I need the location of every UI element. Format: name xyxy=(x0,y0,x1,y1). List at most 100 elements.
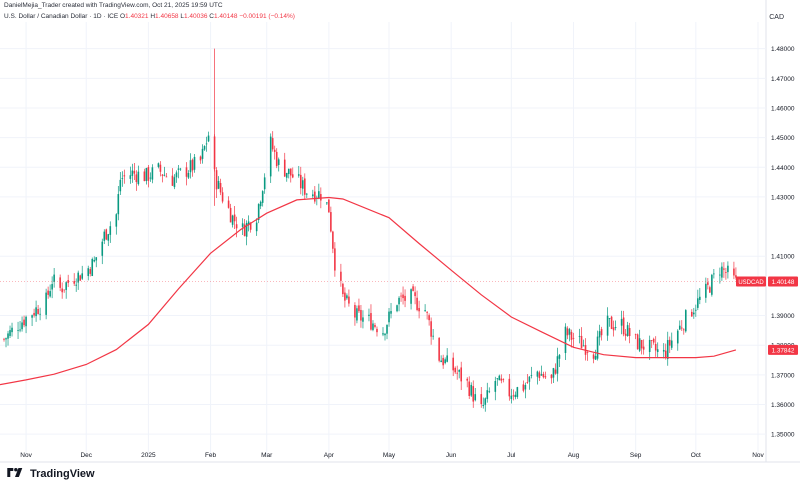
candle-body xyxy=(528,376,531,382)
candle-body xyxy=(151,167,154,180)
brand-name: TradingView xyxy=(30,468,95,480)
candle-body xyxy=(91,258,94,277)
y-tick-label: 1.36000 xyxy=(771,402,795,409)
candle-body xyxy=(39,313,41,315)
candle-body xyxy=(614,327,617,329)
candle-body xyxy=(470,384,473,396)
candle-body xyxy=(508,378,511,397)
ohlc-readout: U.S. Dollar / Canadian Dollar · 1D · ICE… xyxy=(4,13,295,20)
candle-body xyxy=(510,395,513,400)
candle-body xyxy=(45,292,47,315)
candle-body xyxy=(362,317,364,322)
candle-body xyxy=(628,328,631,337)
candle-body xyxy=(678,325,681,330)
currency-label: CAD xyxy=(769,14,784,21)
candle-body xyxy=(103,231,106,241)
candle-body xyxy=(247,221,250,226)
candle-body xyxy=(500,378,503,381)
candle-body xyxy=(556,356,559,374)
candle-body xyxy=(707,282,709,285)
candle-body xyxy=(638,338,641,351)
candle-body xyxy=(119,179,122,192)
candle-body xyxy=(566,328,569,336)
candle-body xyxy=(255,222,258,232)
candle-body xyxy=(430,321,432,337)
change-value: −0.00191 (−0.14%) xyxy=(239,13,295,20)
candle-body xyxy=(444,359,446,364)
candle-body xyxy=(524,385,527,390)
candle-body xyxy=(231,215,234,225)
candle-body xyxy=(205,143,208,145)
candle-body xyxy=(498,375,501,381)
close-value: 1.40148 xyxy=(214,13,238,20)
candle-body xyxy=(554,369,557,374)
candle-body xyxy=(474,394,477,401)
candle-body xyxy=(372,323,374,330)
candle-body xyxy=(117,194,120,215)
candle-body xyxy=(107,234,110,241)
candle-body xyxy=(257,204,260,220)
candle-body xyxy=(695,309,697,311)
candle-body xyxy=(727,265,729,273)
candle-body xyxy=(488,391,491,393)
candle-body xyxy=(540,374,543,376)
candle-body xyxy=(273,149,276,152)
candle-body xyxy=(713,273,715,275)
candle-body xyxy=(217,180,220,189)
candle-body xyxy=(666,340,669,359)
open-value: 1.40321 xyxy=(125,13,149,20)
candle-body xyxy=(81,273,84,279)
candle-body xyxy=(75,284,77,286)
candle-body xyxy=(697,298,699,308)
candle-body xyxy=(733,268,735,276)
candle-body xyxy=(161,174,164,176)
candle-body xyxy=(175,172,178,178)
candle-body xyxy=(586,352,589,353)
candle-body xyxy=(592,354,595,359)
candle-body xyxy=(410,289,412,304)
y-tick-label: 1.44000 xyxy=(771,165,795,172)
brand-footer: TradingView xyxy=(4,468,95,480)
candle-body xyxy=(438,337,440,361)
candle-body xyxy=(650,340,653,341)
candle-body xyxy=(608,318,611,320)
candle-body xyxy=(131,170,134,176)
candle-body xyxy=(318,191,320,199)
candle-body xyxy=(23,319,25,326)
candle-body xyxy=(159,164,162,172)
candle-body xyxy=(494,380,497,392)
candle-body xyxy=(454,367,456,373)
x-tick-label: Aug xyxy=(568,452,580,459)
candle-body xyxy=(314,191,316,202)
y-tick-label: 1.46000 xyxy=(771,105,795,112)
candle-body xyxy=(386,324,388,334)
candle-body xyxy=(358,305,360,312)
candle-body xyxy=(37,308,39,314)
candle-body xyxy=(642,346,645,350)
x-tick-label: Nov xyxy=(752,452,764,459)
candle-body xyxy=(297,174,300,176)
candle-body xyxy=(263,177,266,190)
candle-body xyxy=(684,310,687,332)
candle-body xyxy=(416,297,418,311)
candle-body xyxy=(47,290,49,295)
candle-body xyxy=(558,354,561,359)
x-tick-label: Jul xyxy=(507,452,516,459)
tradingview-logo-icon xyxy=(7,468,23,477)
candle-body xyxy=(191,159,194,171)
candle-body xyxy=(598,331,601,338)
x-tick-label: 2025 xyxy=(141,452,156,459)
y-tick-label: 1.41000 xyxy=(771,254,795,261)
candle-body xyxy=(652,338,655,343)
candle-body xyxy=(522,384,525,391)
candle-body xyxy=(452,357,454,371)
open-label: O xyxy=(119,13,126,20)
candle-body xyxy=(11,327,13,333)
candle-body xyxy=(723,268,725,270)
candle-body xyxy=(187,172,190,178)
candle-body xyxy=(662,349,665,352)
candle-body xyxy=(163,174,166,176)
candle-body xyxy=(89,269,92,274)
candle-body xyxy=(332,231,334,249)
